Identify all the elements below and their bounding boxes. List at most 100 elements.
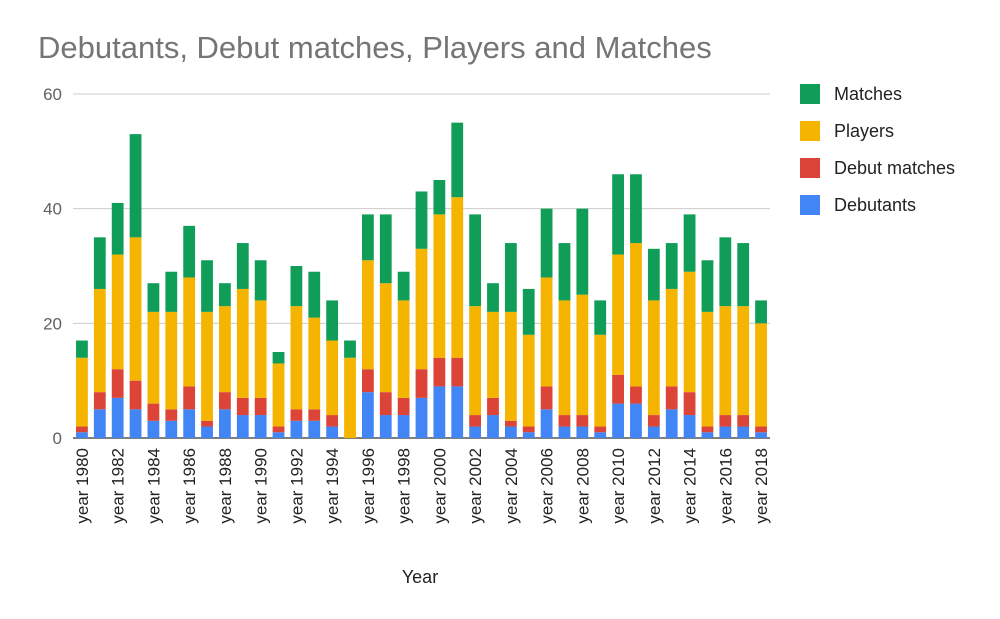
bar-segment: [111, 254, 124, 370]
x-tick-label: year 1994: [323, 448, 342, 524]
bar-segment: [522, 432, 535, 438]
bar-segment: [701, 426, 714, 433]
bar-segment: [379, 283, 392, 393]
bar-segment: [183, 386, 196, 410]
bar-segment: [469, 426, 482, 438]
bar-segment: [755, 323, 767, 427]
x-tick-label: year 1988: [216, 448, 235, 524]
bar-segment: [683, 392, 696, 416]
bar-segment: [701, 311, 714, 427]
bar-segment: [76, 340, 88, 358]
x-tick-label: year 2018: [752, 448, 771, 524]
bar-segment: [183, 277, 196, 387]
bar-segment: [504, 426, 517, 438]
bar-segment: [451, 386, 464, 438]
bar-segment: [522, 288, 535, 335]
bar-segment: [308, 409, 321, 421]
x-tick-label: year 2010: [609, 448, 628, 524]
bar-segment: [487, 283, 499, 312]
bar-segment: [93, 288, 106, 393]
bar-segment: [719, 237, 732, 307]
bar-segment: [379, 214, 392, 284]
bar-segment: [630, 174, 642, 244]
legend-swatch: [800, 121, 820, 141]
bar-segment: [540, 409, 553, 438]
bar-segment: [558, 426, 571, 438]
bar-segment: [469, 214, 482, 307]
bar-segment: [701, 432, 714, 438]
bar-segment: [254, 260, 267, 301]
bar-segment: [683, 214, 696, 272]
bar-segment: [612, 174, 624, 255]
bar-segment: [361, 392, 374, 438]
bar-segment: [397, 300, 410, 398]
bar-segment: [129, 237, 142, 381]
bar-segment: [129, 134, 142, 238]
x-tick-label: year 2000: [430, 448, 449, 524]
bars: [76, 122, 767, 438]
bar-segment: [630, 243, 642, 387]
bar-segment: [361, 369, 374, 393]
bar-segment: [522, 334, 535, 427]
bar-segment: [147, 311, 160, 404]
x-tick-label: year 2016: [716, 448, 735, 524]
bar-segment: [397, 271, 410, 301]
bar-segment: [111, 397, 124, 438]
bar-segment: [219, 392, 231, 410]
bar-segment: [111, 202, 124, 255]
y-tick-label: 0: [53, 429, 62, 448]
bar-segment: [469, 306, 482, 416]
bar-segment: [665, 288, 678, 387]
bar-segment: [630, 403, 642, 438]
bar-segment: [612, 254, 624, 375]
legend-swatch: [800, 158, 820, 178]
bar-segment: [415, 369, 428, 398]
bar-segment: [558, 300, 571, 416]
x-tick-label: year 1990: [252, 448, 271, 524]
bar-segment: [129, 380, 142, 410]
bar-segment: [433, 386, 446, 438]
bar-segment: [236, 397, 249, 416]
bar-segment: [469, 415, 482, 427]
bar-segment: [254, 397, 267, 416]
bar-segment: [201, 260, 213, 312]
bar-segment: [361, 214, 374, 261]
bar-segment: [755, 300, 767, 324]
bar-segment: [236, 415, 249, 438]
bar-segment: [647, 415, 660, 427]
bar-segment: [594, 432, 607, 438]
y-tick-label: 20: [43, 314, 62, 333]
bar-segment: [272, 363, 285, 427]
bar-segment: [737, 306, 750, 416]
bar-segment: [308, 271, 321, 318]
bar-segment: [219, 283, 231, 307]
x-tick-label: year 2008: [573, 448, 592, 524]
x-tick-label: year 2004: [502, 448, 521, 524]
bar-segment: [326, 340, 339, 416]
bar-segment: [665, 386, 678, 410]
bar-segment: [451, 197, 464, 358]
bar-segment: [201, 426, 213, 438]
legend-swatch: [800, 84, 820, 104]
x-tick-label: year 1996: [359, 448, 378, 524]
legend-label: Debut matches: [834, 158, 955, 178]
bar-segment: [683, 415, 696, 438]
bar-segment: [254, 415, 267, 438]
bar-segment: [290, 420, 303, 438]
bar-segment: [201, 420, 213, 427]
x-tick-label: year 1986: [180, 448, 199, 524]
x-tick-label: year 1984: [144, 448, 163, 524]
bar-segment: [719, 426, 732, 438]
bar-segment: [647, 300, 660, 416]
bar-segment: [379, 392, 392, 416]
bar-segment: [487, 311, 499, 398]
bar-segment: [647, 426, 660, 438]
bar-segment: [76, 426, 88, 433]
bar-segment: [415, 248, 428, 370]
x-tick-label: year 1992: [287, 448, 306, 524]
bar-segment: [451, 357, 464, 387]
bar-segment: [576, 426, 589, 438]
bar-segment: [344, 357, 356, 438]
x-tick-label: year 1980: [73, 448, 92, 524]
